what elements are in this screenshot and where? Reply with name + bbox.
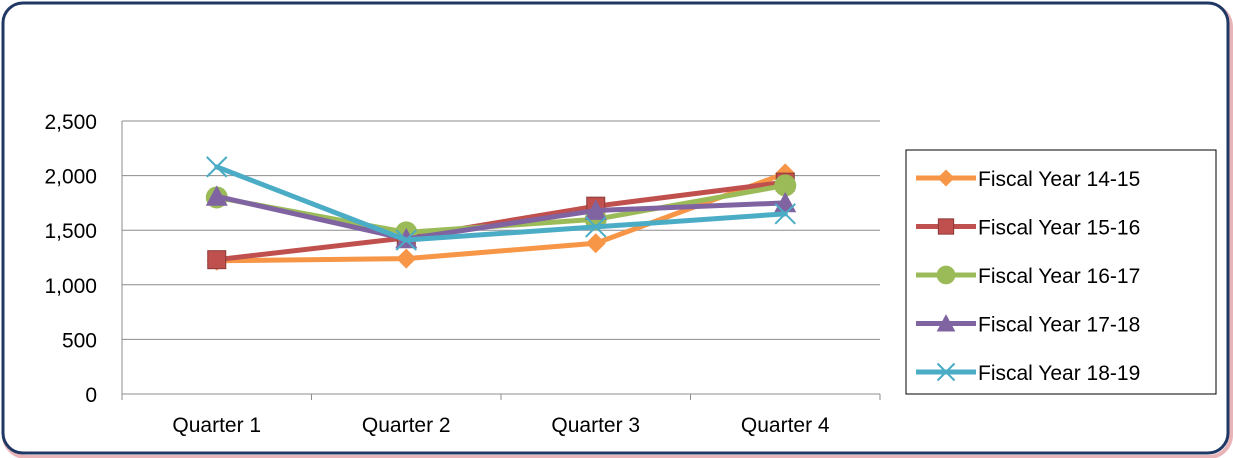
- legend-item: Fiscal Year 14-15: [916, 168, 1140, 191]
- data-point: [396, 248, 417, 269]
- data-point: [207, 250, 227, 270]
- y-tick-label: 2,000: [44, 166, 97, 189]
- data-point: [585, 216, 607, 238]
- y-tick-label: 1,000: [44, 275, 97, 298]
- x-tick-label: Quarter 1: [172, 414, 261, 437]
- series-line: [214, 164, 788, 243]
- data-point: [206, 156, 228, 178]
- y-tick-label: 500: [62, 329, 97, 352]
- data-point: [936, 265, 956, 285]
- y-tick-label: 2,500: [44, 111, 97, 134]
- legend-label: Fiscal Year 18-19: [978, 362, 1140, 385]
- x-tick-label: Quarter 4: [741, 414, 830, 437]
- y-tick-label: 1,500: [44, 220, 97, 243]
- series-lines: [205, 156, 797, 271]
- data-point: [774, 203, 796, 225]
- legend-label: Fiscal Year 16-17: [978, 265, 1140, 288]
- data-point: [584, 199, 607, 220]
- data-point: [936, 362, 956, 382]
- data-point: [937, 218, 955, 235]
- x-tick-label: Quarter 3: [551, 414, 640, 437]
- data-point: [937, 169, 955, 187]
- series-5: [206, 156, 796, 251]
- data-point: [395, 229, 417, 251]
- data-point: [774, 174, 797, 197]
- data-point: [205, 185, 228, 206]
- series-line: [214, 193, 788, 242]
- x-tick-label: Quarter 2: [362, 414, 451, 437]
- legend-item: Fiscal Year 18-19: [916, 362, 1140, 385]
- legend-item: Fiscal Year 16-17: [916, 265, 1140, 288]
- y-tick-label: 0: [85, 384, 97, 407]
- legend-box: [905, 149, 1217, 395]
- legend-item: Fiscal Year 17-18: [916, 314, 1140, 337]
- legend-label: Fiscal Year 15-16: [978, 217, 1140, 240]
- legend-label: Fiscal Year 14-15: [978, 168, 1140, 191]
- legend-label: Fiscal Year 17-18: [978, 314, 1140, 337]
- data-point: [936, 314, 956, 332]
- axes: 0 500 1,000 1,500 2,000 2,500 Quarter 1 Quarter…: [44, 111, 881, 437]
- series-line: [214, 179, 788, 263]
- legend: Fiscal Year 14-15 Fiscal Year 15-16 Fiscal…: [905, 149, 1217, 395]
- legend-item: Fiscal Year 15-16: [916, 217, 1140, 240]
- data-point: [585, 233, 606, 254]
